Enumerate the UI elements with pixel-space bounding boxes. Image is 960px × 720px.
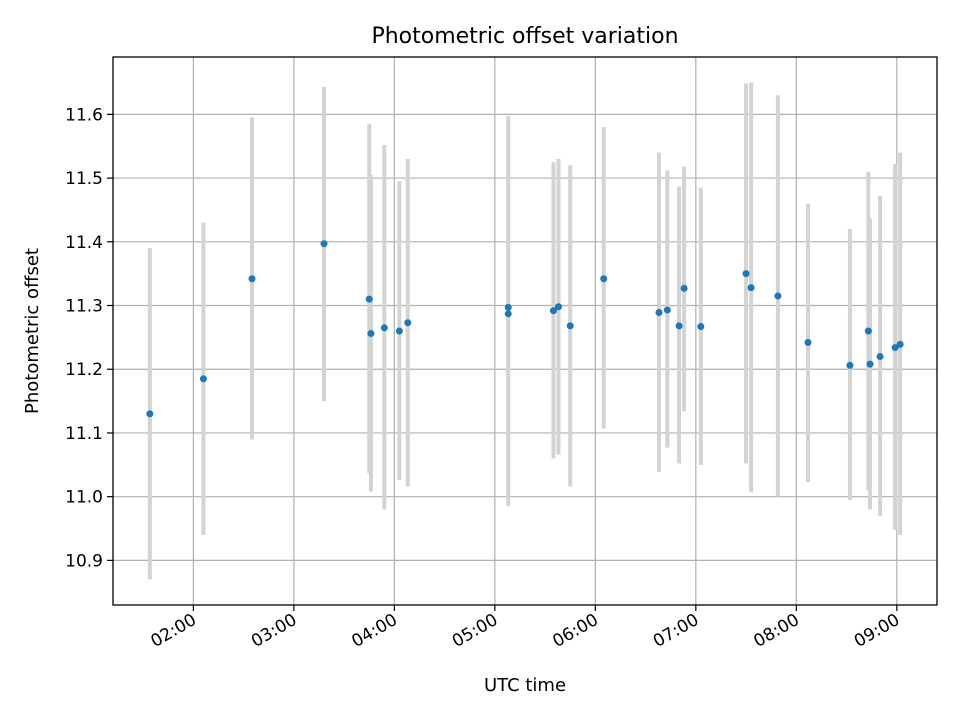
data-point [600,275,608,283]
data-point [675,322,683,330]
x-tick-label: 08:00 [750,610,802,652]
x-tick-label: 05:00 [449,610,501,652]
data-points [146,240,904,418]
data-point [896,340,904,348]
data-point [146,410,154,418]
y-tick-label: 11.2 [65,360,103,380]
x-axis-label: UTC time [484,675,566,696]
data-point [566,322,574,330]
data-point [380,324,388,332]
y-tick-label: 11.4 [65,233,103,253]
chart-title: Photometric offset variation [371,24,678,49]
data-point [655,309,663,317]
y-tick-label: 11.6 [65,105,103,125]
data-point [248,275,256,283]
data-point [504,303,512,311]
plot-frame [112,56,938,606]
data-point [395,327,403,335]
x-tick-label: 06:00 [549,610,601,652]
x-tick-label: 02:00 [147,610,199,652]
data-point [742,270,750,278]
x-axis-ticks: 02:00 03:00 04:00 05:00 06:00 07:00 08:00 09:00 [147,605,903,652]
data-point [320,240,328,248]
y-tick-label: 10.9 [65,551,103,571]
error-bars [147,82,903,580]
x-tick-label: 04:00 [348,610,400,652]
data-point [774,292,782,300]
data-point [864,327,872,335]
x-tick-label: 07:00 [650,610,702,652]
data-point [866,360,874,368]
x-tick-label: 03:00 [248,610,300,652]
data-point [404,319,412,327]
y-tick-label: 11.1 [65,424,103,444]
y-axis-label: Photometric offset [22,248,43,414]
y-tick-label: 11.0 [65,488,103,508]
grid-lines [113,57,937,605]
data-point [549,307,557,315]
data-point [365,295,373,303]
x-tick-label: 09:00 [851,610,903,652]
data-point [367,330,375,338]
data-point [504,310,512,318]
data-point [554,303,562,311]
data-point [199,375,207,383]
y-axis-ticks: 10.9 11.0 11.1 11.2 11.3 11.4 11.5 11.6 [65,105,113,571]
data-point [663,306,671,314]
data-point [697,323,705,331]
data-point [876,352,884,360]
y-tick-label: 11.3 [65,297,103,317]
data-point [747,284,755,292]
y-tick-label: 11.5 [65,169,103,189]
data-point [891,344,899,352]
data-point [846,361,854,369]
data-point [804,338,812,346]
data-point [680,284,688,292]
